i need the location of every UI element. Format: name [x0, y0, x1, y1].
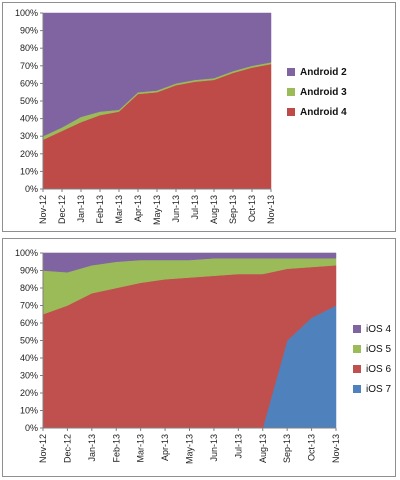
legend-swatch-ios-6	[353, 365, 361, 373]
x-tick-label: Oct-13	[247, 195, 257, 222]
android-chart: 0% 10% 20% 30% 40% 50% 60% 70% 80% 90% 100% Nov-12 D…	[15, 8, 347, 225]
y-tick-label: 90%	[20, 26, 38, 36]
x-tick-label: May-13	[185, 434, 195, 464]
y-tick-label: 100%	[15, 8, 38, 18]
y-tick-label: 40%	[20, 114, 38, 124]
legend-swatch-ios-7	[353, 385, 361, 393]
x-tick-label: Mar-13	[114, 195, 124, 224]
y-tick-label: 80%	[20, 283, 38, 293]
x-tick-label: May-13	[152, 195, 162, 225]
y-tick-label: 20%	[20, 388, 38, 398]
y-tick-label: 50%	[20, 336, 38, 346]
x-tick-label: Sep-13	[228, 195, 238, 224]
legend-label-android-4: Android 4	[300, 107, 347, 118]
legend-swatch-ios-5	[353, 345, 361, 353]
x-tick-label: Feb-13	[111, 434, 121, 463]
x-tick-label: Jul-13	[190, 195, 200, 220]
x-tick-label: Nov-13	[331, 434, 341, 463]
x-tick-label: Jul-13	[233, 434, 243, 459]
y-tick-label: 90%	[20, 266, 38, 276]
x-tick-label: Dec-12	[57, 195, 67, 224]
y-tick-label: 70%	[20, 61, 38, 71]
x-tick-label: Mar-13	[136, 434, 146, 463]
y-tick-label: 50%	[20, 96, 38, 106]
android-chart-panel: 0% 10% 20% 30% 40% 50% 60% 70% 80% 90% 100% Nov-12 D…	[2, 2, 396, 232]
y-tick-label: 80%	[20, 43, 38, 53]
legend-label-android-3: Android 3	[300, 87, 347, 98]
legend-label-android-2: Android 2	[300, 67, 347, 78]
y-tick-label: 0%	[25, 184, 38, 194]
y-tick-label: 60%	[20, 78, 38, 88]
x-tick-label: Feb-13	[95, 195, 105, 224]
y-tick-label: 10%	[20, 406, 38, 416]
y-tick-label: 70%	[20, 301, 38, 311]
legend-label-ios-7: iOS 7	[366, 384, 391, 395]
x-tick-label: Apr-13	[160, 434, 170, 461]
x-tick-label: Sep-13	[282, 434, 292, 463]
x-tick-label: Nov-13	[266, 195, 276, 224]
y-tick-label: 10%	[20, 166, 38, 176]
x-tick-label: Apr-13	[133, 195, 143, 222]
y-tick-label: 40%	[20, 353, 38, 363]
x-tick-label: Jun-13	[209, 434, 219, 462]
legend-swatch-android-4	[287, 108, 295, 116]
legend-label-ios-4: iOS 4	[366, 324, 391, 335]
y-tick-label: 20%	[20, 149, 38, 159]
x-tick-label: Oct-13	[307, 434, 317, 461]
area-android-2	[42, 12, 272, 137]
x-tick-label: Nov-12	[38, 195, 48, 224]
y-tick-label: 30%	[20, 371, 38, 381]
ios-chart-panel: 0% 10% 20% 30% 40% 50% 60% 70% 80% 90% 100% Nov-12 D…	[2, 238, 396, 477]
x-tick-label: Jan-13	[87, 434, 97, 462]
x-tick-label: Jun-13	[171, 195, 181, 223]
x-tick-label: Aug-13	[258, 434, 268, 463]
x-tick-label: Nov-12	[38, 434, 48, 463]
y-tick-label: 100%	[15, 248, 38, 258]
y-tick-label: 30%	[20, 131, 38, 141]
x-tick-label: Jan-13	[76, 195, 86, 223]
x-tick-label: Aug-13	[209, 195, 219, 224]
legend-swatch-android-2	[287, 68, 295, 76]
legend-label-ios-5: iOS 5	[366, 344, 391, 355]
x-tick-label: Dec-12	[62, 434, 72, 463]
area-ios-4	[42, 252, 337, 273]
legend-swatch-ios-4	[353, 325, 361, 333]
y-tick-label: 0%	[25, 423, 38, 433]
legend-label-ios-6: iOS 6	[366, 364, 391, 375]
legend-swatch-android-3	[287, 88, 295, 96]
ios-chart: 0% 10% 20% 30% 40% 50% 60% 70% 80% 90% 100% Nov-12 D…	[15, 248, 391, 464]
y-tick-label: 60%	[20, 318, 38, 328]
